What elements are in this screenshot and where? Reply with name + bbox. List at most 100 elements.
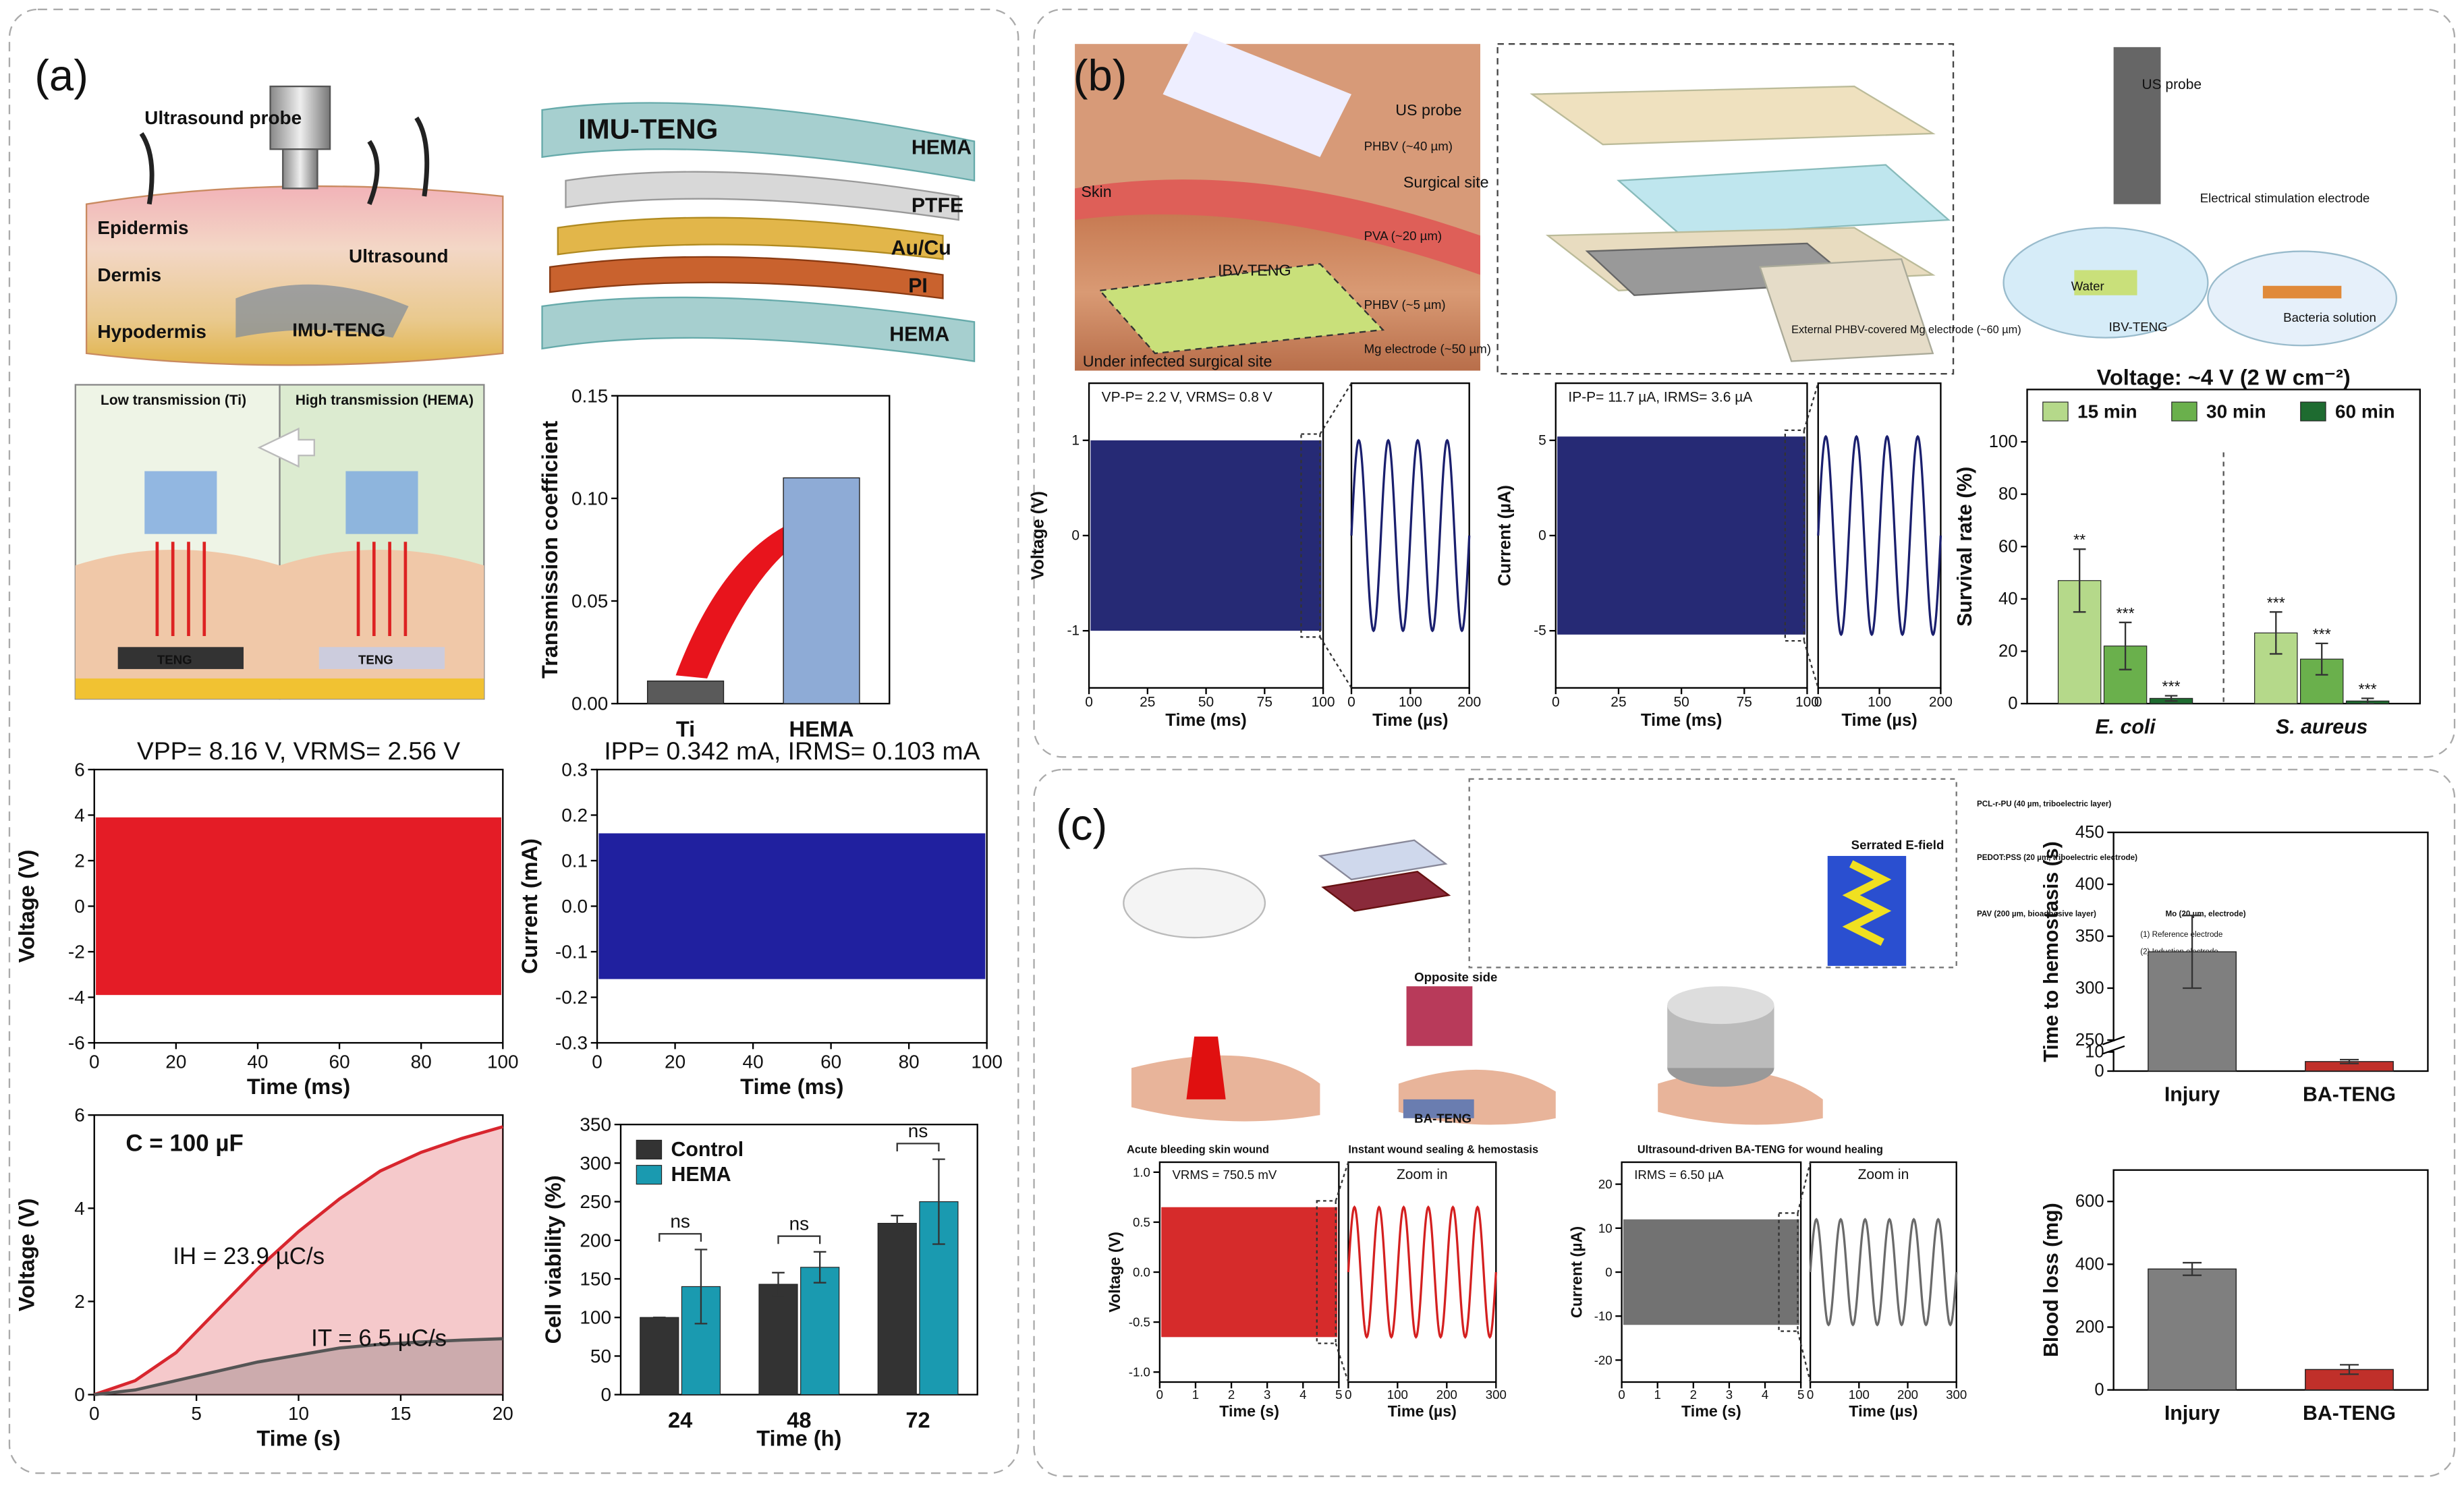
bar xyxy=(640,1317,679,1396)
y-tick-label: 0 xyxy=(74,1384,85,1405)
zoom-source xyxy=(1300,433,1321,638)
x-tick-label: 4 xyxy=(1762,1387,1768,1402)
diagram-label: Mo (20 µm, electrode) xyxy=(2165,910,2245,919)
y-tick-label: 6 xyxy=(74,759,85,780)
y-axis-label: Cell viability (%) xyxy=(540,1175,565,1344)
x-tick-label: 0 xyxy=(89,1052,100,1072)
zoom-source xyxy=(1316,1200,1337,1344)
diagram-label: External PHBV-covered Mg electrode (~60 … xyxy=(1791,324,2021,336)
chart-title: IRMS = 6.50 µA xyxy=(1634,1168,1724,1182)
error-bar xyxy=(2315,642,2328,676)
signal-envelope xyxy=(1557,436,1806,635)
y-tick-label: 350 xyxy=(580,1114,611,1135)
y-tick-label: -1 xyxy=(1067,623,1080,639)
y-axis-label: Current (mA) xyxy=(517,838,542,974)
plot-frame xyxy=(617,395,891,705)
x-tick-label: 0 xyxy=(1618,1387,1625,1402)
transmission-illustration xyxy=(74,384,485,700)
y-tick-label: 100 xyxy=(580,1307,611,1328)
y-tick-label: 60 xyxy=(1998,537,2018,556)
diagram-label: PHBV (~40 µm) xyxy=(1364,139,1453,153)
skin-illustration xyxy=(85,85,504,366)
x-tick-label: 0 xyxy=(1345,1387,1351,1402)
diagram-label: Water xyxy=(2071,279,2104,293)
significance-label: ns xyxy=(670,1211,690,1232)
significance-label: ** xyxy=(2073,531,2085,548)
category-label: 24 xyxy=(668,1407,692,1432)
x-tick-label: 200 xyxy=(1457,694,1481,710)
x-tick-label: 60 xyxy=(329,1052,350,1072)
diagram-label: US probe xyxy=(1395,101,1461,119)
x-tick-label: 80 xyxy=(411,1052,432,1072)
diagram-label: Bacteria solution xyxy=(2283,310,2376,324)
y-tick-label: 150 xyxy=(580,1269,611,1290)
error-bar xyxy=(813,1251,827,1284)
zoom-connector xyxy=(1797,1161,1812,1383)
y-tick-label: -0.1 xyxy=(555,942,588,963)
x-tick-label: 15 xyxy=(390,1403,411,1424)
x-tick-label: 300 xyxy=(1486,1387,1507,1402)
y-tick-label: 0.5 xyxy=(1133,1215,1150,1229)
signal-envelope xyxy=(1623,1219,1799,1325)
category-label: Ti xyxy=(676,716,695,741)
significance-label: ns xyxy=(789,1213,810,1234)
diagram-label: IMU-TENG xyxy=(292,319,385,340)
ibv-layers xyxy=(1530,85,1951,362)
x-tick-label: 2 xyxy=(1228,1387,1235,1402)
annotation: C = 100 µF xyxy=(125,1130,243,1157)
diagram-label: Under infected surgical site xyxy=(1083,353,1272,370)
x-axis-label: Time (ms) xyxy=(740,1074,843,1099)
y-tick-label: 0 xyxy=(1071,527,1080,543)
diagram-label: BA-TENG xyxy=(1414,1111,1472,1125)
diagram-label: Acute bleeding skin wound xyxy=(1127,1143,1269,1155)
x-tick-label: 25 xyxy=(1611,694,1626,710)
area xyxy=(94,1126,503,1395)
y-tick-label: 250 xyxy=(2075,1031,2104,1050)
y-tick-label: 0 xyxy=(2094,1062,2104,1081)
y-tick-label: 10 xyxy=(1598,1221,1613,1235)
x-axis-label: Time (ms) xyxy=(247,1074,350,1099)
zoom-waveform xyxy=(1817,434,1942,637)
x-tick-label: 0 xyxy=(1814,694,1822,710)
diagram-label: Mg electrode (~50 µm) xyxy=(1364,341,1491,355)
x-tick-label: 0 xyxy=(1807,1387,1814,1402)
significance-label: ns xyxy=(908,1120,928,1141)
x-tick-label: 0 xyxy=(89,1403,100,1424)
y-tick-label: 0.0 xyxy=(1133,1265,1150,1280)
x-axis-label: Time (s) xyxy=(256,1425,340,1450)
error-bar xyxy=(2269,611,2283,655)
y-tick-label: 350 xyxy=(2075,927,2104,946)
zoom-title: Zoom in xyxy=(1858,1167,1909,1182)
y-tick-label: 4 xyxy=(74,1198,85,1219)
panel-label: (a) xyxy=(34,51,88,100)
bacteria-illustration xyxy=(2003,47,2398,347)
x-tick-label: 5 xyxy=(1335,1387,1342,1402)
x-tick-label: 100 xyxy=(1795,694,1819,710)
x-axis-label: Time (µs) xyxy=(1849,1402,1917,1420)
y-tick-label: 1.0 xyxy=(1133,1165,1150,1179)
category-label: BA-TENG xyxy=(2303,1402,2396,1425)
diagram-label: IMU-TENG xyxy=(578,113,718,144)
y-tick-label: -5 xyxy=(1534,623,1546,639)
y-tick-label: 2 xyxy=(74,1291,85,1312)
legend-label: 30 min xyxy=(2206,401,2266,422)
legend-swatch xyxy=(2300,401,2326,422)
y-tick-label: 10 xyxy=(2085,1043,2104,1062)
y-tick-label: -1.0 xyxy=(1129,1365,1150,1379)
category-label: 72 xyxy=(905,1407,930,1432)
zoom-source xyxy=(1784,429,1805,642)
signal-envelope xyxy=(1090,440,1322,631)
diagram-label: PTFE xyxy=(912,195,963,217)
y-tick-label: 2 xyxy=(74,850,85,871)
y-tick-label: 100 xyxy=(1989,432,2018,451)
y-axis-label: Survival rate (%) xyxy=(1954,467,1976,627)
line xyxy=(93,1125,503,1396)
category-label: E. coli xyxy=(2095,716,2156,739)
zoom-source xyxy=(1778,1212,1799,1332)
diagram-label: PI xyxy=(908,275,928,297)
x-tick-label: 5 xyxy=(191,1403,202,1424)
error-bar xyxy=(2183,1261,2202,1276)
x-axis-label: Time (h) xyxy=(756,1425,841,1450)
